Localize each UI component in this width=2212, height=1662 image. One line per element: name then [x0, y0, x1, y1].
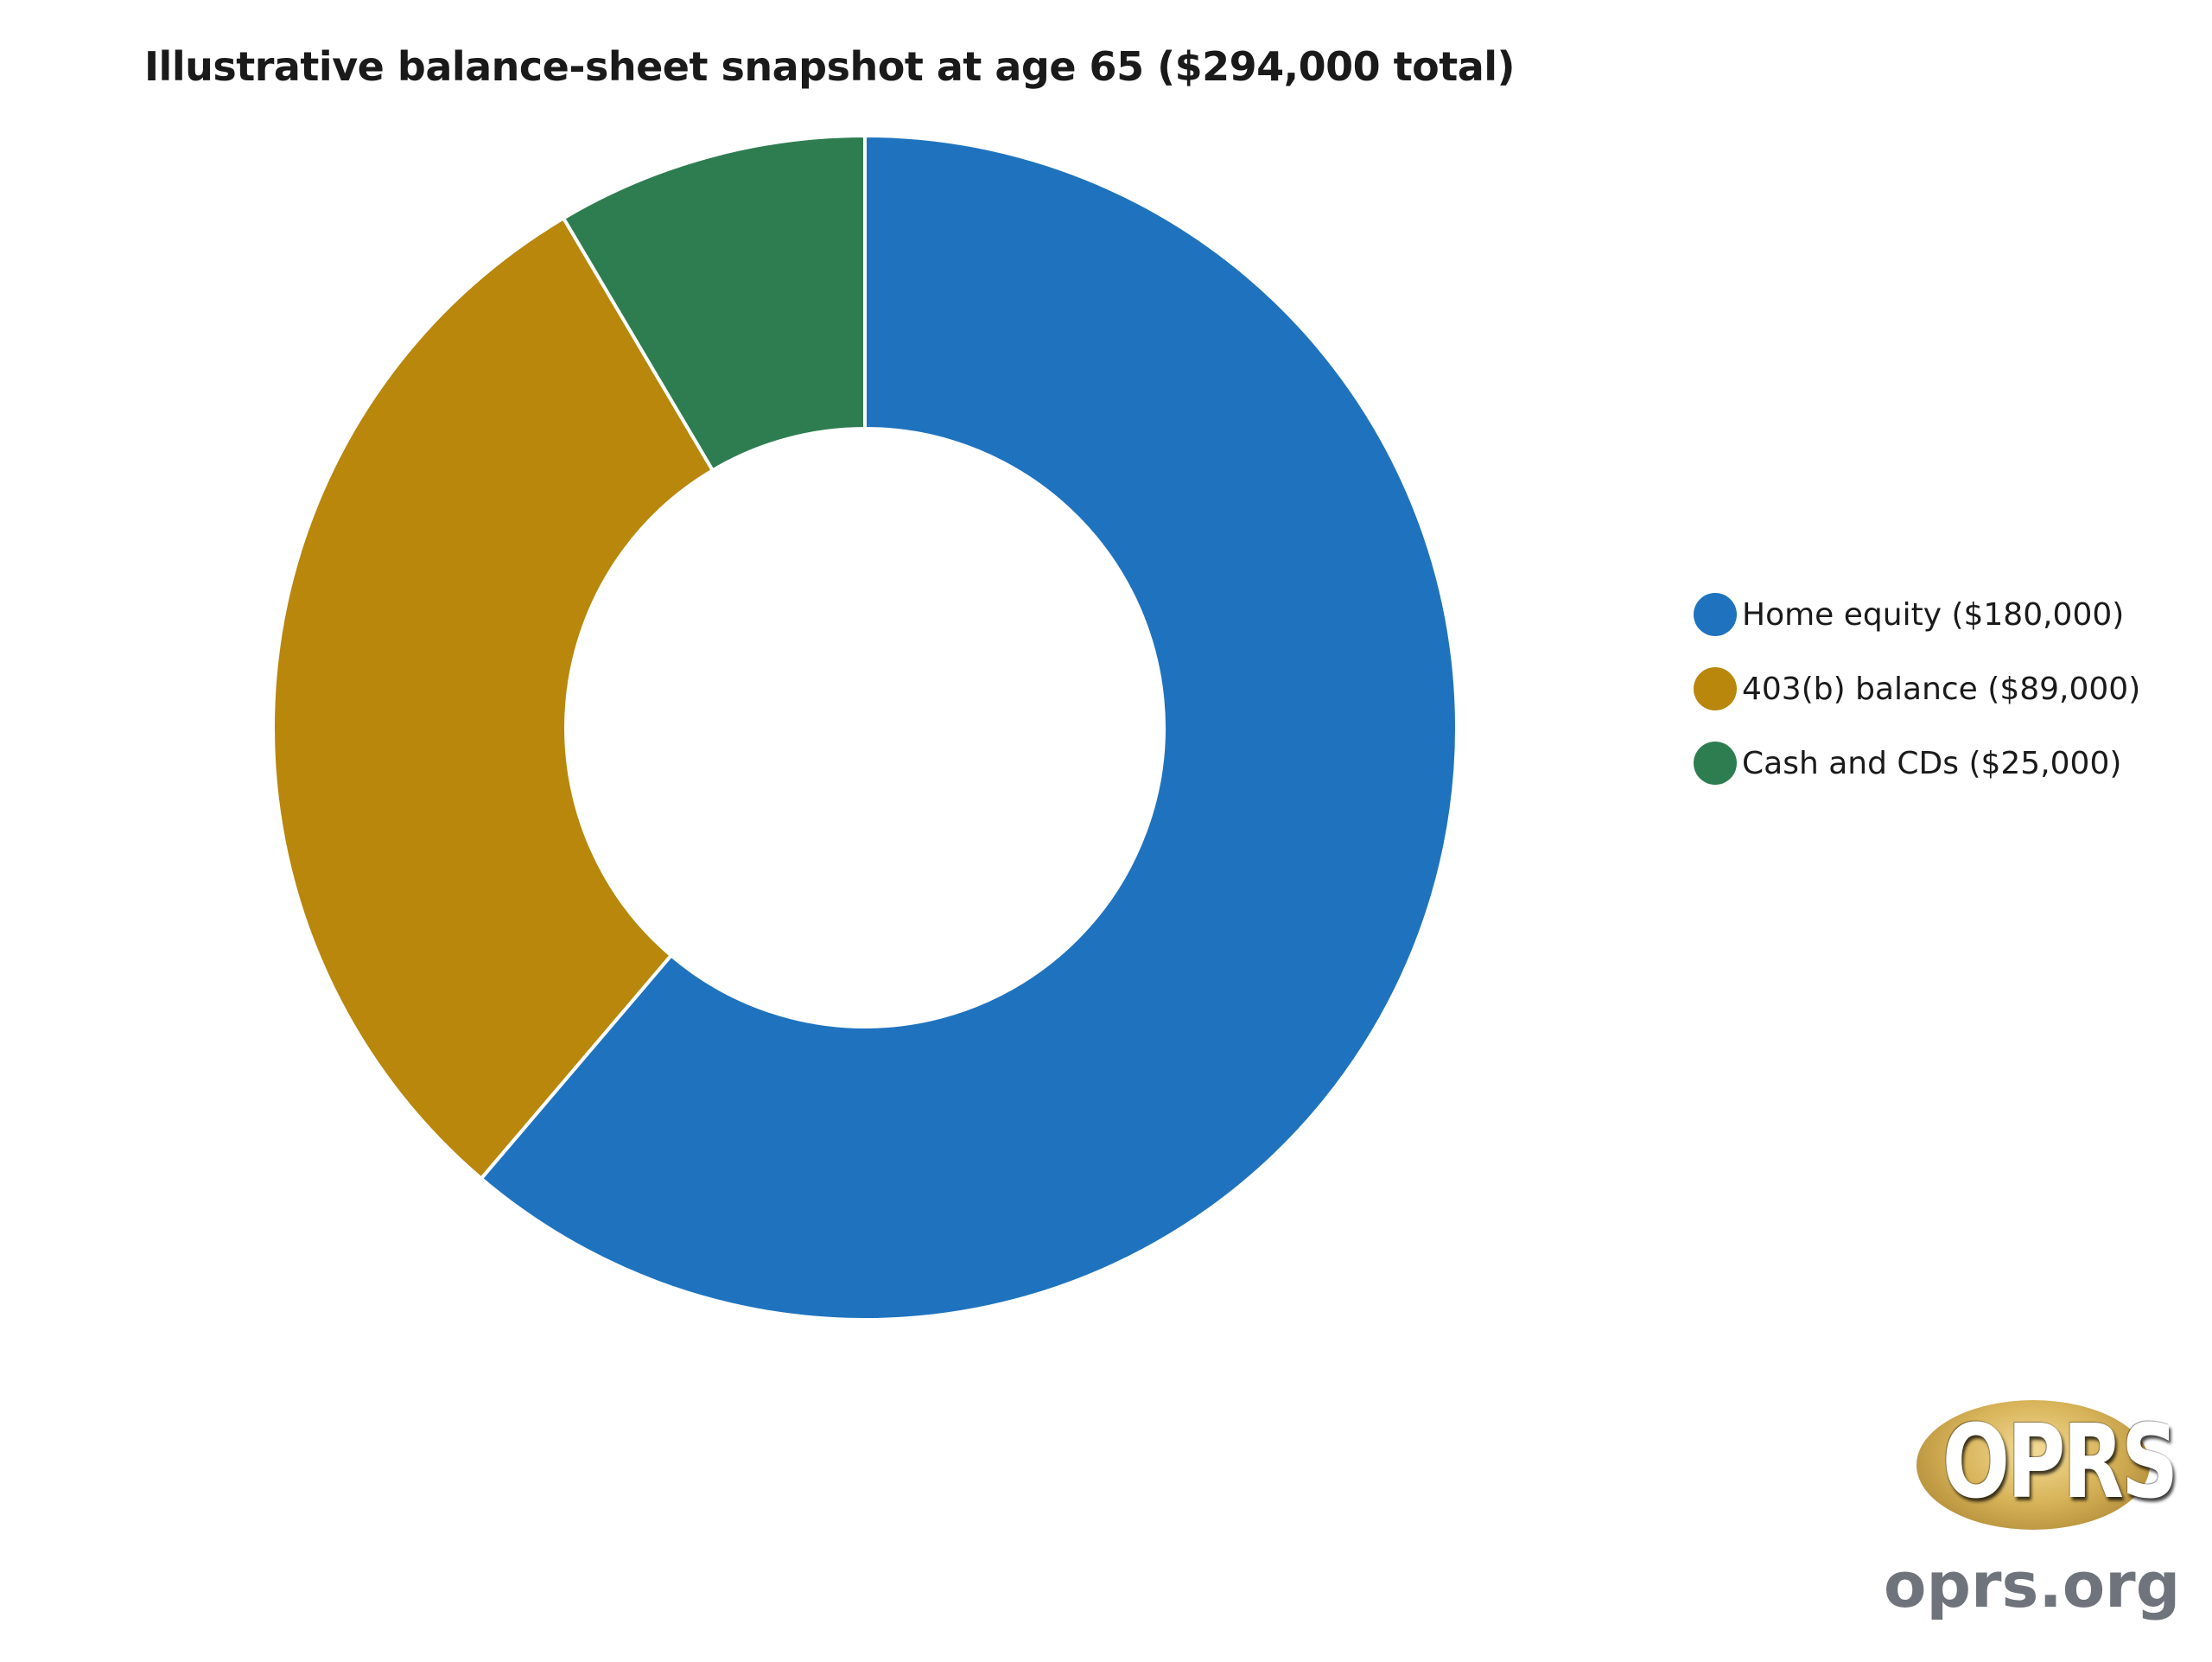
logo-gold-oval — [1916, 1400, 2150, 1530]
legend-item-home-equity: Home equity ($180,000) — [1694, 577, 2140, 652]
logo-url: oprs.org — [1884, 1549, 2181, 1621]
legend-swatch-403b-balance — [1694, 667, 1737, 710]
legend-label-cash-and-cds: Cash and CDs ($25,000) — [1742, 745, 2122, 781]
legend-item-403b-balance: 403(b) balance ($89,000) — [1694, 652, 2140, 726]
legend-label-home-equity: Home equity ($180,000) — [1742, 596, 2125, 633]
donut-slice-home-equity — [479, 134, 1459, 1321]
legend-swatch-home-equity — [1694, 593, 1737, 636]
donut-slice-cash-and-cds — [562, 134, 867, 473]
chart-legend: Home equity ($180,000) 403(b) balance ($… — [1694, 577, 2140, 800]
legend-item-cash-and-cds: Cash and CDs ($25,000) — [1694, 726, 2140, 800]
legend-label-403b-balance: 403(b) balance ($89,000) — [1742, 671, 2141, 707]
logo-wordmark: OPRS — [1942, 1402, 2179, 1521]
donut-slices — [271, 134, 1459, 1321]
chart-title: Illustrative balance-sheet snapshot at a… — [143, 43, 1516, 90]
oprs-logo: OPRS — [1916, 1390, 2179, 1537]
donut-slice-403b-balance — [271, 216, 715, 1181]
legend-swatch-cash-and-cds — [1694, 742, 1737, 785]
